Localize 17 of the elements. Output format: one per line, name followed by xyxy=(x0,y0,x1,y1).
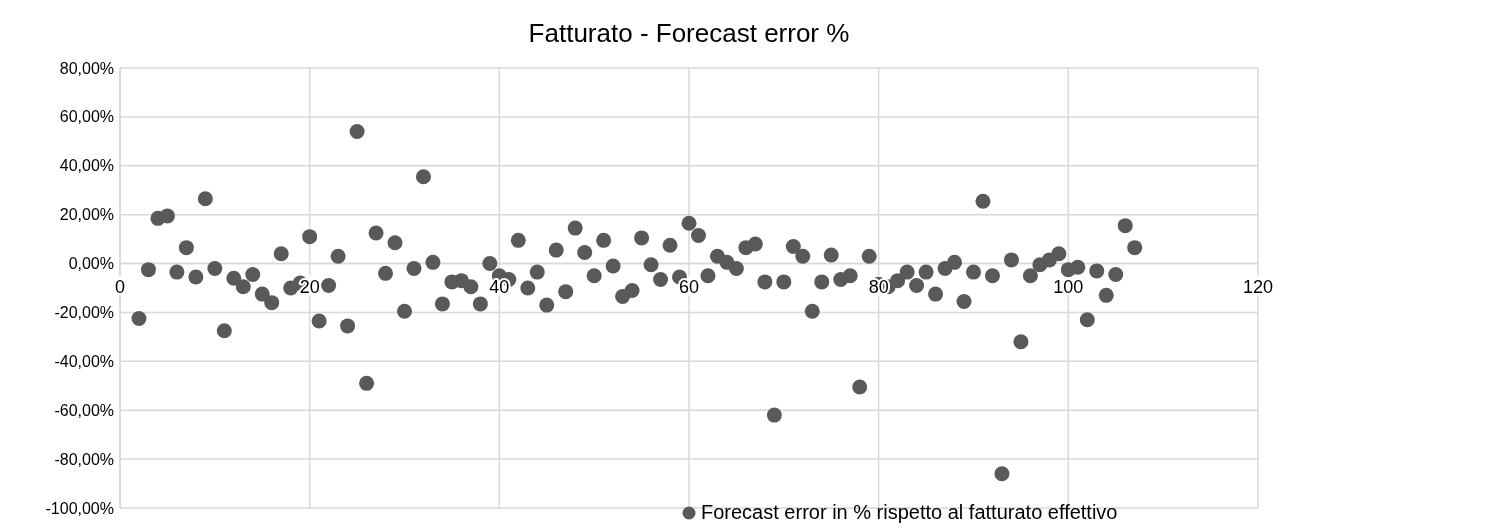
y-tick-label: -40,00% xyxy=(54,352,114,370)
y-tick-label: 60,00% xyxy=(59,108,114,126)
y-tick-label: -20,00% xyxy=(54,304,114,322)
x-tick-label: 60 xyxy=(678,276,700,297)
y-tick-label: 40,00% xyxy=(59,157,114,175)
x-tick-label: 100 xyxy=(1053,276,1084,297)
x-tick-label: 20 xyxy=(299,276,320,297)
x-tick-label: 120 xyxy=(1242,276,1274,297)
y-tick-label: -80,00% xyxy=(54,450,114,468)
y-tick-label: 80,00% xyxy=(59,59,114,77)
legend-label: Forecast error in % rispetto al fatturato effettivo xyxy=(701,501,1118,523)
y-tick-label: -100,00% xyxy=(45,499,114,517)
y-tick-label: 20,00% xyxy=(59,206,114,224)
y-tick-label: 0,00% xyxy=(68,255,114,273)
y-tick-label: -60,00% xyxy=(54,401,114,419)
x-tick-label: 0 xyxy=(114,276,126,297)
chart-title: Fatturato - Forecast error % xyxy=(528,18,850,48)
